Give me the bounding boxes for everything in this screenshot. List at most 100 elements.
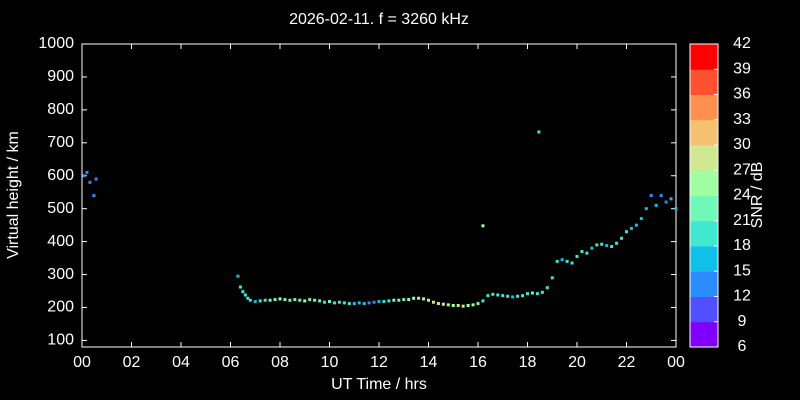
- data-point: [357, 301, 361, 305]
- data-point: [496, 293, 500, 297]
- data-point: [629, 226, 633, 230]
- data-point: [461, 304, 465, 308]
- data-point: [481, 299, 485, 303]
- data-point: [540, 290, 544, 294]
- data-point: [427, 298, 430, 302]
- data-point: [382, 300, 386, 304]
- data-point: [537, 130, 541, 134]
- data-point: [451, 304, 455, 308]
- y-tick-label: 500: [47, 200, 74, 217]
- data-point: [535, 292, 539, 296]
- data-point: [511, 295, 515, 299]
- x-tick-label: 20: [568, 354, 586, 371]
- data-point: [308, 298, 312, 302]
- data-point: [555, 259, 559, 263]
- y-tick-label: 700: [47, 134, 74, 151]
- data-point: [243, 293, 247, 297]
- data-point: [303, 299, 307, 303]
- data-point: [649, 194, 653, 197]
- colorbar-segment: [690, 119, 718, 146]
- colorbar-segment: [690, 94, 718, 121]
- y-tick-label: 300: [47, 266, 74, 283]
- data-point: [238, 285, 242, 289]
- data-point: [674, 207, 678, 211]
- colorbar-tick-label: 24: [733, 187, 751, 204]
- x-tick-label: 14: [420, 354, 438, 371]
- data-point: [565, 259, 569, 263]
- data-point: [387, 299, 391, 303]
- data-point: [268, 298, 272, 302]
- colorbar-tick-label: 15: [733, 262, 751, 279]
- data-point: [352, 302, 356, 306]
- colorbar-tick-label: 18: [733, 237, 751, 254]
- data-point: [610, 245, 614, 249]
- data-point: [654, 203, 658, 207]
- data-point: [92, 194, 96, 197]
- data-point: [85, 170, 89, 174]
- y-tick-label: 900: [47, 68, 74, 85]
- data-point: [550, 276, 554, 280]
- data-point: [263, 298, 267, 302]
- data-point: [506, 294, 510, 298]
- data-point: [422, 297, 426, 301]
- data-point: [367, 301, 371, 305]
- x-tick-label: 00: [73, 354, 91, 371]
- data-point: [372, 300, 376, 304]
- x-tick-label: 22: [618, 354, 636, 371]
- data-point: [298, 298, 302, 302]
- data-point: [253, 300, 257, 304]
- colorbar-segment: [690, 321, 718, 348]
- data-point: [417, 296, 421, 300]
- colorbar-tick-label: 27: [733, 161, 751, 178]
- colorbar-tick-label: 33: [733, 111, 751, 128]
- data-point: [402, 298, 406, 302]
- y-tick-label: 100: [47, 332, 74, 349]
- x-tick-label: 02: [123, 354, 141, 371]
- colorbar-tick-label: 30: [733, 136, 751, 153]
- colorbar-tick-label: 12: [733, 288, 751, 305]
- data-point: [318, 299, 322, 303]
- data-point: [273, 298, 277, 302]
- data-point: [431, 300, 435, 304]
- x-tick-label: 08: [271, 354, 289, 371]
- data-point: [441, 302, 445, 306]
- data-point: [471, 303, 475, 307]
- data-point: [605, 244, 609, 248]
- data-point: [283, 298, 287, 302]
- data-point: [412, 296, 416, 300]
- data-point: [526, 292, 529, 296]
- data-point: [634, 223, 638, 227]
- colorbar-segment: [690, 246, 718, 272]
- data-point: [342, 301, 346, 305]
- y-tick-label: 1000: [38, 35, 74, 52]
- data-point: [347, 302, 351, 306]
- data-point: [585, 251, 589, 255]
- data-point: [560, 258, 564, 262]
- data-point: [669, 197, 673, 201]
- colorbar-label: SNR / dB: [749, 162, 766, 229]
- x-tick-label: 04: [172, 354, 190, 371]
- data-point: [521, 294, 525, 298]
- colorbar-tick-label: 42: [733, 35, 751, 52]
- data-point: [241, 290, 245, 294]
- y-tick-label: 400: [47, 233, 74, 250]
- data-point: [481, 224, 485, 228]
- y-tick-label: 800: [47, 101, 74, 118]
- data-point: [590, 246, 594, 250]
- colorbar-tick-label: 36: [733, 86, 751, 103]
- data-point: [545, 286, 549, 290]
- x-tick-label: 00: [667, 354, 685, 371]
- data-point: [644, 207, 648, 211]
- data-point: [392, 298, 396, 302]
- data-point: [516, 294, 520, 298]
- colorbar-segment: [690, 220, 718, 247]
- data-point: [313, 298, 317, 302]
- data-point: [236, 274, 240, 278]
- data-point: [323, 300, 327, 304]
- data-point: [446, 303, 450, 307]
- data-point: [246, 296, 250, 300]
- data-point: [595, 243, 599, 247]
- data-point: [491, 292, 495, 296]
- colorbar-tick-label: 39: [733, 60, 751, 77]
